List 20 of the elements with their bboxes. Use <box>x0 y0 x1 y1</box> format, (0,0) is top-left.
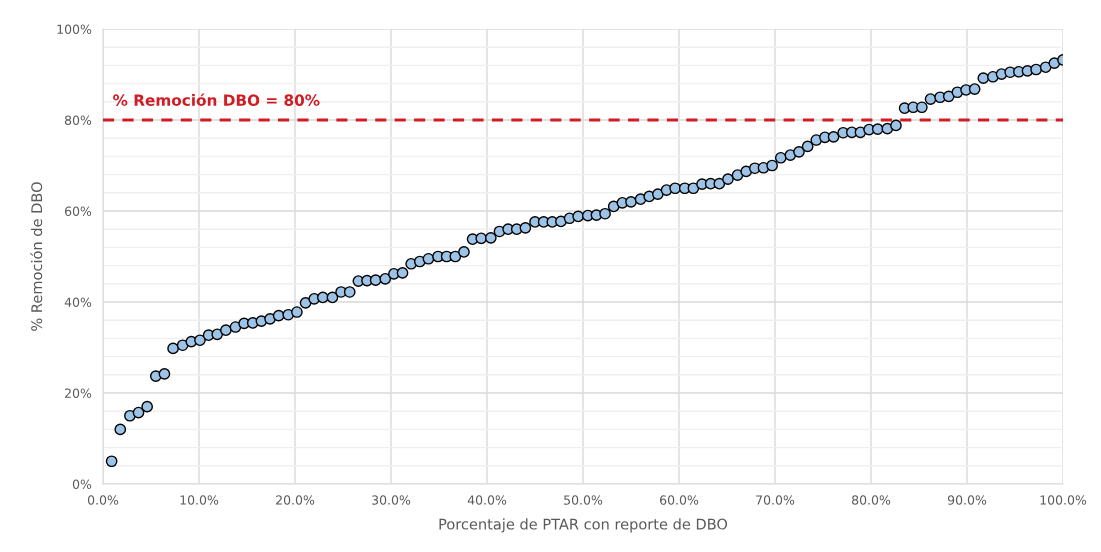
x-tick-label: 50.0% <box>564 495 603 505</box>
x-tick-label: 60.0% <box>660 495 699 505</box>
x-axis-title: Porcentaje de PTAR con reporte de DBO <box>439 518 728 533</box>
x-tick-label: 80.0% <box>851 495 891 505</box>
x-tick-label: 100.0% <box>1040 495 1087 505</box>
y-tick-label: 100% <box>57 24 92 34</box>
y-tick-label: 60% <box>64 206 92 216</box>
y-tick-label: 0% <box>72 479 92 489</box>
y-tick-label: 80% <box>64 115 92 125</box>
x-tick-label: 20.0% <box>276 495 315 505</box>
x-tick-label: 30.0% <box>372 495 411 505</box>
y-axis-title: % Remoción de DBO <box>30 182 43 331</box>
x-tick-label: 40.0% <box>467 495 507 505</box>
y-tick-label: 40% <box>64 297 92 307</box>
ref-line-label: % Remoción DBO = 80% <box>113 93 320 106</box>
x-tick-label: 90.0% <box>947 495 987 505</box>
x-tick-label: 0.0% <box>87 495 119 505</box>
x-tick-label: 10.0% <box>180 495 219 505</box>
x-tick-label: 70.0% <box>756 495 795 505</box>
y-tick-label: 20% <box>65 388 92 398</box>
